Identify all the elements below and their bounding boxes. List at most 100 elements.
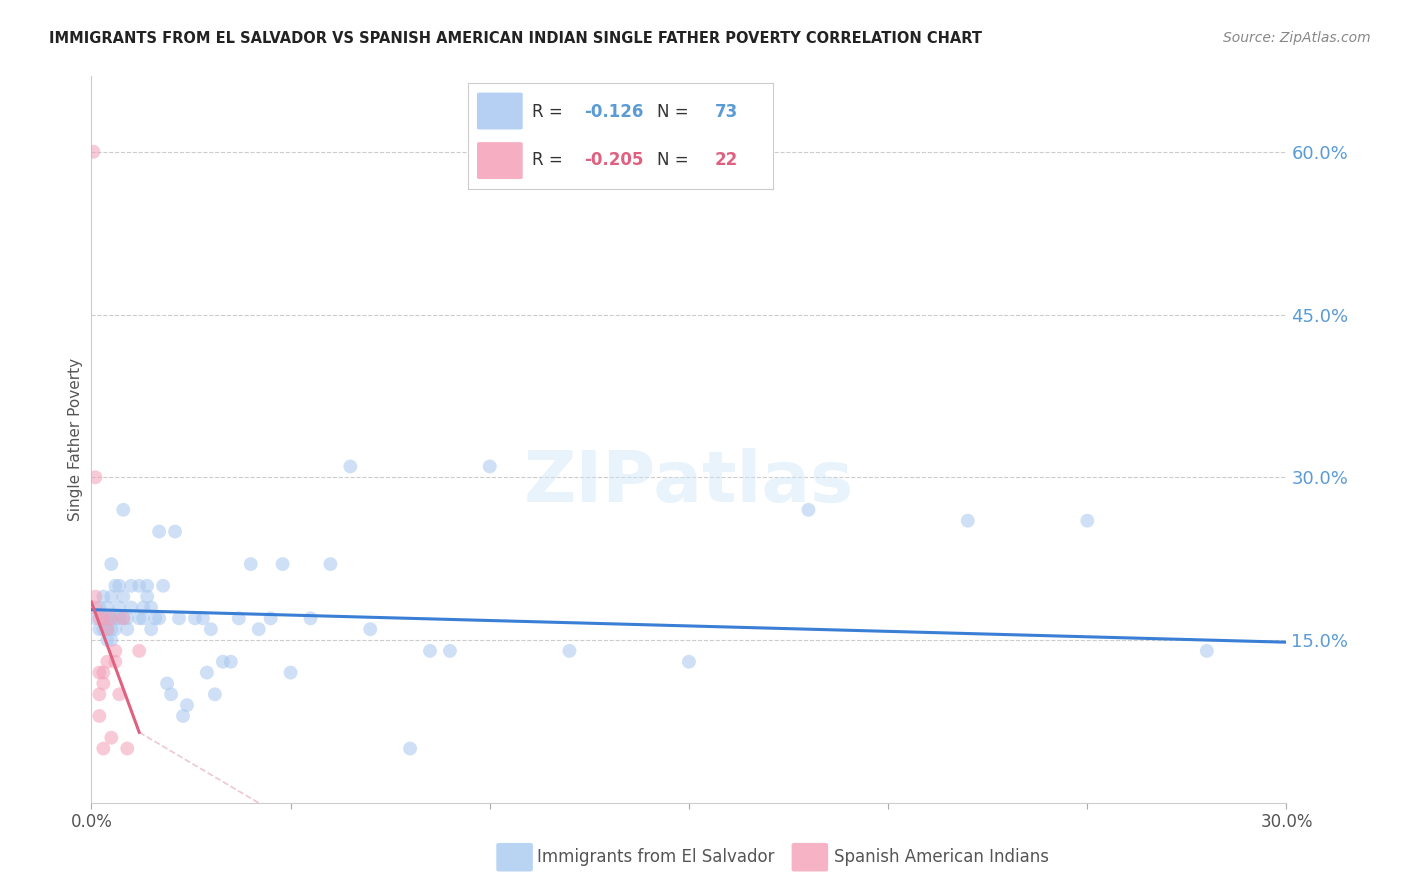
Point (156, 676, 179, 690)
Point (132, 600, 155, 615)
Point (89, 665, 111, 680)
Point (204, 687, 226, 701)
Point (115, 622, 138, 636)
Point (96, 633, 118, 648)
Point (143, 611, 166, 625)
Point (108, 611, 131, 625)
Point (128, 644, 150, 658)
Point (104, 611, 127, 625)
Text: ZIPatlas: ZIPatlas (524, 449, 853, 517)
Point (141, 622, 162, 636)
Point (96, 611, 118, 625)
Point (128, 579, 150, 593)
Point (112, 611, 135, 625)
Point (120, 579, 142, 593)
Point (956, 514, 979, 528)
Point (339, 459, 361, 474)
Point (1076, 514, 1098, 528)
Point (128, 611, 150, 625)
Point (93, 590, 115, 604)
Point (93, 741, 115, 756)
Point (280, 665, 302, 680)
Point (319, 557, 342, 571)
Point (84, 470, 107, 484)
Point (211, 655, 233, 669)
Point (89, 600, 111, 615)
Point (359, 622, 381, 636)
Text: Immigrants from El Salvador: Immigrants from El Salvador (537, 848, 775, 866)
Point (112, 590, 135, 604)
Point (191, 611, 214, 625)
Point (172, 709, 194, 723)
Point (259, 611, 281, 625)
Point (399, 741, 422, 756)
Point (100, 557, 122, 571)
Point (104, 655, 127, 669)
Point (148, 524, 170, 539)
Point (100, 611, 122, 625)
Point (163, 524, 186, 539)
Point (271, 557, 294, 571)
Point (89, 611, 111, 625)
Point (112, 503, 135, 517)
Point (108, 600, 131, 615)
Point (200, 622, 222, 636)
Y-axis label: Single Father Poverty: Single Father Poverty (67, 358, 83, 521)
Point (120, 600, 142, 615)
Point (108, 579, 131, 593)
Point (219, 655, 242, 669)
Point (89, 687, 111, 701)
Point (478, 459, 501, 474)
Text: IMMIGRANTS FROM EL SALVADOR VS SPANISH AMERICAN INDIAN SINGLE FATHER POVERTY COR: IMMIGRANTS FROM EL SALVADOR VS SPANISH A… (49, 31, 983, 46)
Point (419, 644, 441, 658)
Point (93, 676, 115, 690)
Point (93, 665, 115, 680)
Point (104, 579, 127, 593)
Point (184, 611, 207, 625)
Point (93, 611, 115, 625)
Point (136, 579, 159, 593)
Point (797, 503, 820, 517)
Point (96, 622, 118, 636)
Point (132, 611, 155, 625)
Point (104, 622, 127, 636)
Point (89, 622, 111, 636)
Point (195, 665, 218, 680)
Point (247, 622, 270, 636)
Point (93, 611, 115, 625)
Point (167, 611, 190, 625)
Point (678, 655, 700, 669)
Point (96, 622, 118, 636)
Point (148, 611, 170, 625)
Point (100, 731, 122, 745)
Point (239, 557, 262, 571)
Point (115, 611, 138, 625)
Point (299, 611, 322, 625)
Point (96, 600, 118, 615)
Point (228, 611, 250, 625)
Point (141, 600, 162, 615)
Point (84, 590, 107, 604)
Point (152, 579, 174, 593)
Point (1195, 644, 1218, 658)
Point (104, 644, 127, 658)
Point (439, 644, 461, 658)
Point (160, 687, 183, 701)
Point (100, 590, 122, 604)
Point (100, 622, 122, 636)
Text: Source: ZipAtlas.com: Source: ZipAtlas.com (1223, 31, 1371, 45)
Point (89, 709, 111, 723)
Point (136, 590, 159, 604)
Point (108, 687, 131, 701)
Point (115, 741, 138, 756)
Point (93, 622, 115, 636)
Point (100, 633, 122, 648)
Point (558, 644, 581, 658)
Point (176, 698, 198, 713)
Point (84, 600, 107, 615)
Text: Spanish American Indians: Spanish American Indians (834, 848, 1049, 866)
Point (84, 611, 107, 625)
Point (96, 655, 118, 669)
Point (82, 145, 104, 159)
Point (100, 611, 122, 625)
